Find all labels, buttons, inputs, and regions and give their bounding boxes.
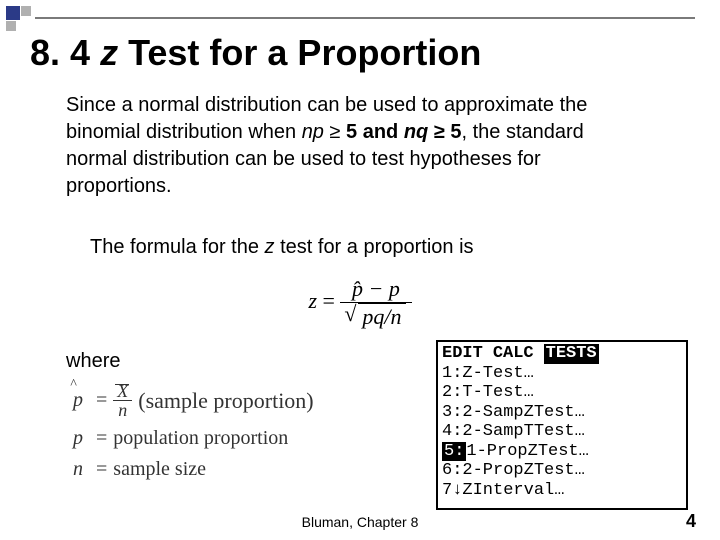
calc-row-6: 6:2-PropZTest… [442,461,682,481]
phat-eq: = [96,389,107,412]
formula-lhs: z [308,288,317,313]
body-np: np [302,121,324,143]
definitions: p = X n (sample proportion) p = populati… [66,382,314,489]
corner-decoration [6,6,32,32]
body-and: and [357,121,404,143]
title-prefix: 8. 4 [30,32,100,73]
calc-tab-edit: EDIT [442,344,483,364]
p-label: population proportion [113,427,288,450]
n-label: sample size [113,458,206,481]
calc-row-5-num: 5: [442,442,466,461]
def-n: n = sample size [66,458,314,481]
footer-text: Bluman, Chapter 8 [0,514,720,530]
formula-fraction: p̂ − p pq/n [340,276,411,330]
phat-symbol: p [66,389,90,412]
calc-tab-calc: CALC [493,344,534,364]
p-eq: = [96,427,107,450]
calc-header: EDIT CALC TESTS [442,344,682,364]
p-symbol: p [66,427,90,450]
n-denom: n [113,400,132,419]
calculator-screenshot: EDIT CALC TESTS 1:Z-Test… 2:T-Test… 3:2-… [436,340,688,510]
calc-row-2: 2:T-Test… [442,383,682,403]
calc-row-7: 7↓ZInterval… [442,481,682,501]
formula-intro-z: z [265,236,275,258]
calc-row-3: 3:2-SampZTest… [442,403,682,423]
phat-fraction: X n [113,382,132,419]
calc-row-4: 4:2-SampTTest… [442,422,682,442]
calc-tab-tests: TESTS [544,344,599,364]
xbar: X [113,382,132,400]
body-nq: nq [404,121,428,143]
calc-row-5-text: 1-PropZTest… [466,442,588,461]
where-label: where [66,350,120,373]
formula-intro-a: The formula for the [90,236,265,258]
page-title: 8. 4 z Test for a Proportion [30,32,481,74]
page-number: 4 [686,511,696,532]
body-five1: 5 [346,121,357,143]
title-z: z [100,32,118,73]
sqrt-icon: pq/n [346,303,405,330]
formula-eq: = [317,288,340,313]
phat-label: (sample proportion) [138,388,313,414]
formula-intro: The formula for the z test for a proport… [90,236,650,259]
header-rule [35,17,695,19]
calc-row-5: 5:1-PropZTest… [442,442,682,462]
formula-intro-b: test for a proportion is [275,236,474,258]
formula-radicand: pq/n [358,303,405,330]
n-eq: = [96,458,107,481]
n-symbol: n [66,458,90,481]
body-five2: 5 [450,121,461,143]
title-rest: Test for a Proportion [118,32,481,73]
formula-numerator: p̂ − p [340,276,411,302]
def-phat: p = X n (sample proportion) [66,382,314,419]
body-paragraph: Since a normal distribution can be used … [66,92,641,200]
z-formula: z = p̂ − p pq/n [260,276,460,330]
formula-denominator: pq/n [340,302,411,330]
def-p: p = population proportion [66,427,314,450]
calc-row-1: 1:Z-Test… [442,364,682,384]
body-geq2: ≥ [428,121,450,143]
body-geq1: ≥ [324,121,346,143]
